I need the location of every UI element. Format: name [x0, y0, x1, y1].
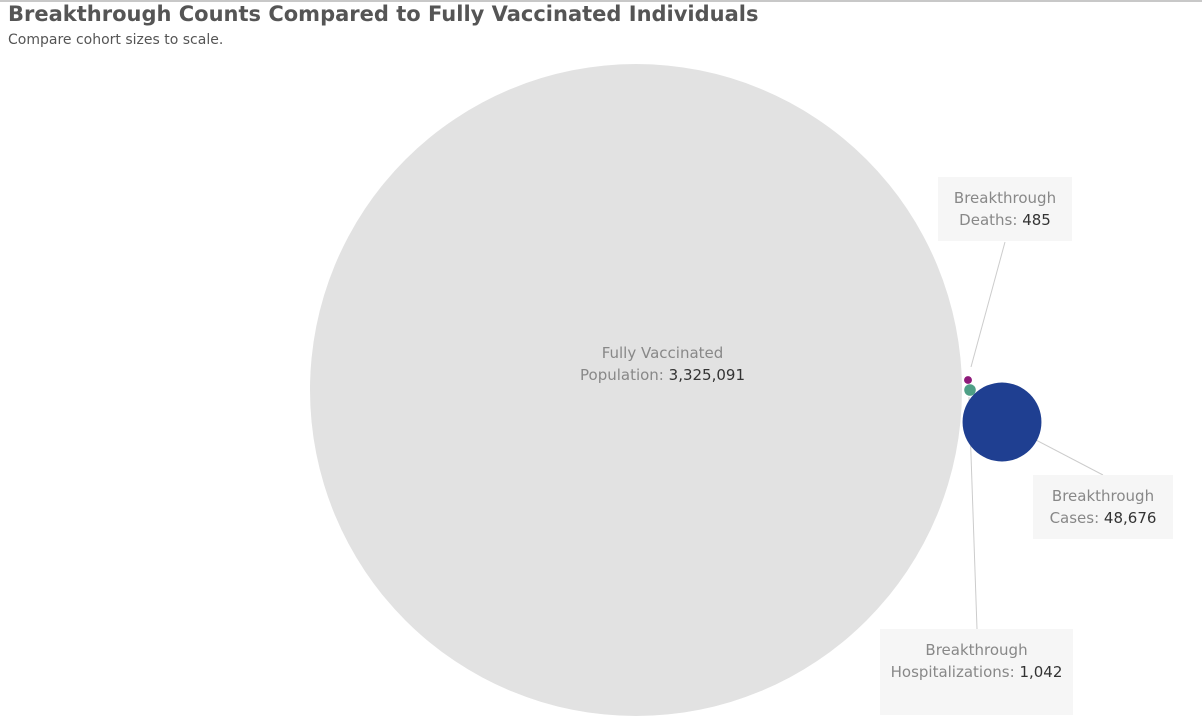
bubble-label: Breakthrough Deaths: 485: [938, 177, 1072, 241]
value-label: 1,042: [1019, 663, 1063, 681]
category-name: Breakthrough Deaths:: [953, 189, 1057, 229]
bubble-label: Fully Vaccinated Population: 3,325,091: [560, 332, 765, 392]
leader-line: [970, 241, 1006, 368]
category-name: Fully Vaccinated Population:: [580, 344, 724, 384]
value-label: 485: [1022, 211, 1051, 229]
category-name: Breakthrough Cases:: [1049, 487, 1155, 527]
value-label: 3,325,091: [668, 366, 745, 384]
chart-title: Breakthrough Counts Compared to Fully Va…: [8, 2, 759, 26]
bubble: [964, 376, 972, 384]
bubble: [310, 64, 962, 716]
value-label: 48,676: [1103, 509, 1157, 527]
bubble-label: Breakthrough Cases: 48,676: [1033, 475, 1173, 539]
chart-subtitle: Compare cohort sizes to scale.: [8, 32, 224, 48]
bubble: [962, 382, 1042, 462]
category-name: Breakthrough Hospitalizations:: [890, 641, 1028, 681]
bubble: [964, 384, 976, 396]
bubble-label: Breakthrough Hospitalizations: 1,042: [880, 629, 1073, 715]
